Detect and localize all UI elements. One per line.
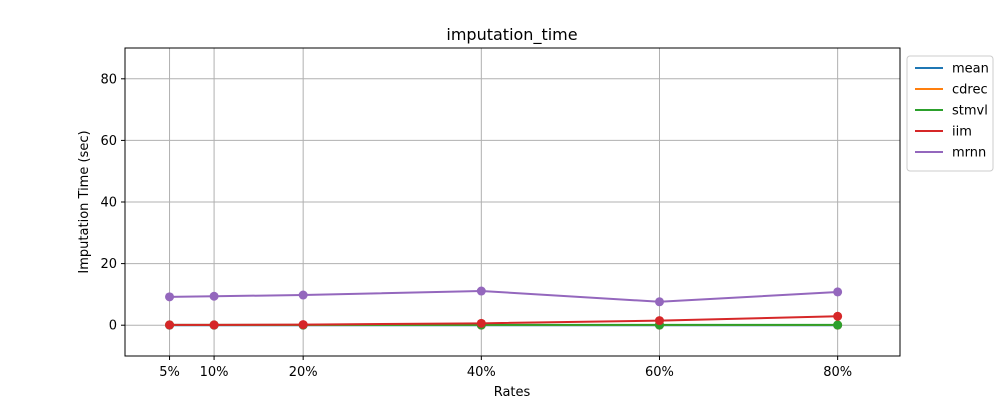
data-point-iim (298, 320, 308, 330)
data-point-iim (165, 320, 175, 330)
x-tick-label: 80% (823, 365, 852, 380)
x-tick-label: 20% (289, 365, 318, 380)
grid-lines (125, 48, 900, 356)
legend-label-mean: mean (952, 62, 989, 77)
legend-label-iim: iim (952, 125, 972, 140)
legend-label-stmvl: stmvl (952, 104, 988, 119)
y-tick-label: 80 (100, 72, 117, 87)
axis-ticks: 5% 10% 20% 40% 60% 80% 0 20 40 60 80 (100, 72, 852, 380)
legend: mean cdrec stmvl iim mrnn (906, 55, 994, 172)
data-point-mrnn (298, 290, 308, 300)
y-tick-label: 60 (100, 134, 117, 149)
y-tick-label: 20 (100, 257, 117, 272)
x-tick-label: 5% (159, 365, 180, 380)
x-tick-label: 10% (200, 365, 229, 380)
data-point-iim (833, 311, 843, 321)
data-point-iim (209, 320, 219, 330)
series-lines (165, 286, 843, 330)
data-point-stmvl (833, 320, 843, 330)
data-point-mrnn (654, 297, 664, 307)
legend-label-cdrec: cdrec (952, 83, 988, 98)
x-tick-label: 40% (467, 365, 496, 380)
x-tick-label: 60% (645, 365, 674, 380)
data-point-iim (654, 316, 664, 326)
data-point-mrnn (165, 292, 175, 302)
data-point-mrnn (209, 291, 219, 301)
data-point-mrnn (833, 287, 843, 297)
y-tick-label: 0 (109, 319, 117, 334)
series-line-iim (169, 315, 838, 326)
series-iim (165, 311, 843, 330)
data-point-mrnn (476, 286, 486, 296)
legend-label-mrnn: mrnn (952, 146, 986, 161)
y-tick-label: 40 (100, 196, 117, 211)
series-line-mrnn (169, 290, 838, 303)
legend-frame (906, 55, 994, 172)
y-axis-label: Imputation Time (sec) (77, 130, 92, 273)
data-point-iim (476, 318, 486, 328)
chart-title: imputation_time (446, 25, 577, 45)
series-mrnn (165, 286, 843, 307)
x-axis-label: Rates (494, 385, 531, 400)
